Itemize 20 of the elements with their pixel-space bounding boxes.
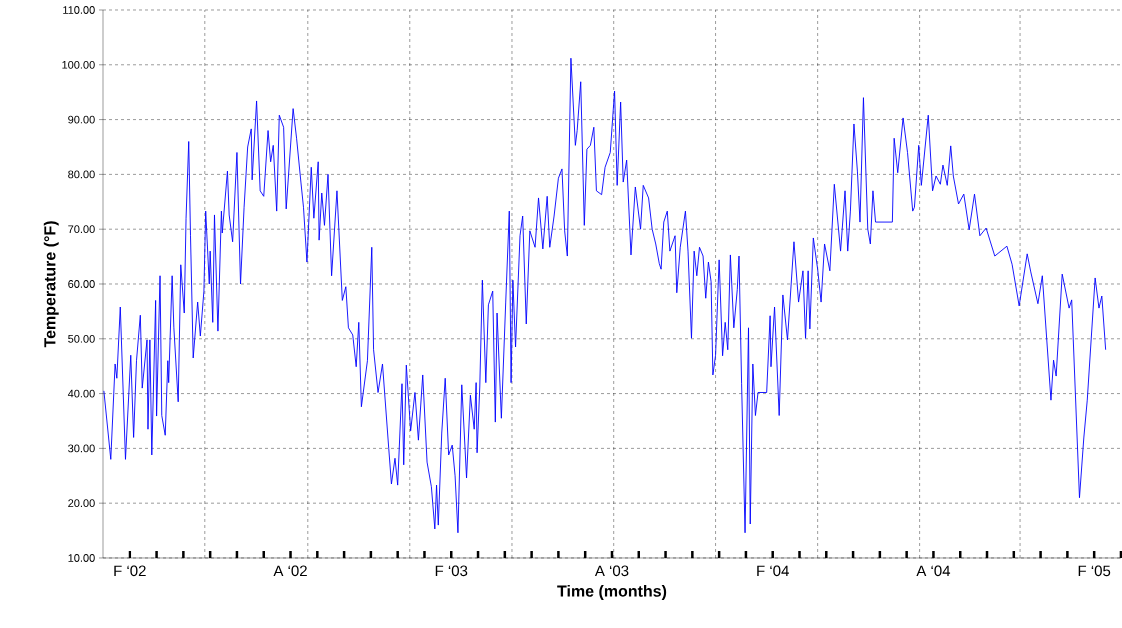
x-tick-label: F ‘02 xyxy=(114,565,146,577)
y-tick-label: 100.00 xyxy=(62,60,95,69)
y-tick-label: 110.00 xyxy=(63,6,95,14)
y-tick-label: 10.00 xyxy=(68,554,95,562)
y-tick-label: 30.00 xyxy=(68,444,95,453)
y-tick-label: 80.00 xyxy=(68,170,95,179)
y-tick-label: 90.00 xyxy=(68,115,95,124)
y-tick-label: 20.00 xyxy=(68,499,95,508)
y-tick-label: 70.00 xyxy=(68,225,95,234)
x-tick-label: F ‘05 xyxy=(1078,565,1111,577)
x-tick-label: A ‘04 xyxy=(916,565,951,577)
x-axis-title: Time (months) xyxy=(557,585,667,600)
y-tick-label: 60.00 xyxy=(68,280,95,288)
x-tick-label: F ‘04 xyxy=(757,565,789,577)
x-tick-label: A ‘02 xyxy=(273,565,307,577)
x-tick-label: F ‘03 xyxy=(435,565,468,577)
y-axis-title: Temperature (°F) xyxy=(43,221,59,348)
y-tick-label: 40.00 xyxy=(67,389,95,398)
x-tick-label: A ‘03 xyxy=(594,565,629,577)
y-tick-label: 50.00 xyxy=(68,334,95,343)
